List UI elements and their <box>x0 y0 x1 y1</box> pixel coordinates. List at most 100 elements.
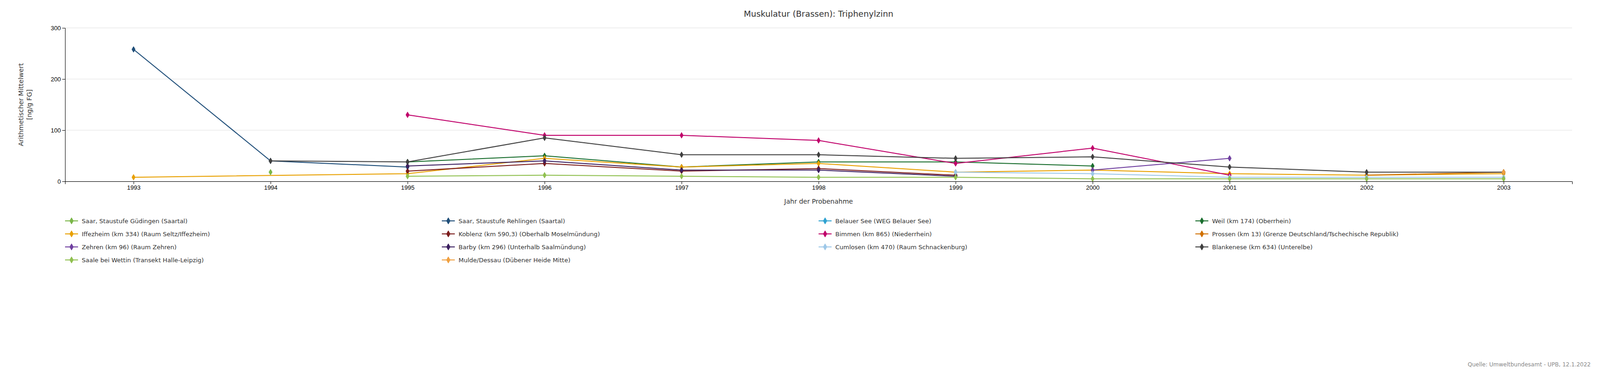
legend-item: Weil (km 174) (Oberrhein) <box>1195 217 1292 225</box>
legend-label: Barby (km 296) (Unterhalb Saalmündung) <box>458 243 586 251</box>
legend-swatch-marker <box>823 243 827 250</box>
legend-swatch-marker <box>823 217 827 224</box>
series <box>131 46 410 170</box>
point <box>131 46 136 53</box>
legend-label: Mulde/Dessau (Dübener Heide Mitte) <box>458 256 571 264</box>
legend-swatch-marker <box>446 230 451 237</box>
legend: Saar, Staustufe Güdingen (Saartal) Saar, … <box>65 217 1399 264</box>
series <box>406 152 1095 171</box>
x-tick-label: 1994 <box>263 183 278 191</box>
point <box>543 172 547 178</box>
point <box>1501 169 1506 175</box>
legend-item: Barby (km 296) (Unterhalb Saalmündung) <box>441 243 586 251</box>
x-tick-mark <box>1229 181 1231 184</box>
series-line <box>270 137 1504 173</box>
series <box>268 169 273 175</box>
legend-item: Zehren (km 96) (Raum Zehren) <box>65 243 177 251</box>
legend-item: Saar, Staustufe Rehlingen (Saartal) <box>441 217 565 225</box>
legend-item: Cumlosen (km 470) (Raum Schnackenburg) <box>818 243 968 251</box>
legend-label: Saale bei Wettin (Transekt Halle-Leipzig… <box>81 256 204 264</box>
x-tick-label: 1993 <box>126 183 141 191</box>
legend-item: Prossen (km 13) (Grenze Deutschland/Tsch… <box>1195 230 1399 238</box>
y-tick: 100 <box>50 126 66 134</box>
legend-swatch-marker <box>446 217 451 224</box>
x-tick: 1999 <box>949 181 963 191</box>
annotation: Quelle: Umweltbundesamt - UPB, 12.1.2022 <box>1467 360 1591 368</box>
point <box>816 137 820 144</box>
y-axis: 0 100 200 300 <box>50 24 66 185</box>
legend-item: Koblenz (km 590,3) (Oberhalb Moselmündun… <box>441 230 600 238</box>
y-tick-mark <box>62 78 66 80</box>
point <box>543 157 547 164</box>
legend-item: Saale bei Wettin (Transekt Halle-Leipzig… <box>65 256 204 264</box>
grid-line-y <box>65 130 1573 131</box>
y-axis-title-line: [ng/g FG] <box>25 89 33 120</box>
x-tick: 1995 <box>400 181 415 191</box>
legend-label: Cumlosen (km 470) (Raum Schnackenburg) <box>835 243 968 251</box>
y-tick-label: 200 <box>50 75 61 83</box>
y-tick: 300 <box>50 24 66 32</box>
legend-label: Saar, Staustufe Rehlingen (Saartal) <box>458 217 565 225</box>
point <box>406 111 410 118</box>
y-tick-label: 300 <box>50 24 61 32</box>
x-axis: 1993199419951996199719981999200020012002… <box>65 181 1573 191</box>
legend-swatch-marker <box>69 256 74 263</box>
x-tick-label: 1997 <box>675 183 689 191</box>
point <box>1090 175 1095 182</box>
point <box>816 167 820 173</box>
x-axis-title: Jahr der Probenahme <box>783 197 853 205</box>
point <box>1501 169 1506 175</box>
series-line <box>1092 158 1230 171</box>
series <box>406 111 1232 178</box>
x-tick-label: 2002 <box>1360 183 1374 191</box>
point <box>268 169 273 175</box>
x-tick-label: 2003 <box>1497 183 1511 191</box>
series <box>406 172 1506 182</box>
point <box>679 167 683 173</box>
x-tick-mark <box>955 181 957 184</box>
point <box>1090 144 1095 151</box>
legend-label: Prossen (km 13) (Grenze Deutschland/Tsch… <box>1212 230 1399 238</box>
x-tick-label: 2000 <box>1086 183 1100 191</box>
x-tick-mark <box>133 181 134 184</box>
x-tick: 1997 <box>675 181 689 191</box>
x-tick-label: 1996 <box>537 183 552 191</box>
point <box>1227 175 1232 182</box>
grid <box>65 27 1573 182</box>
point <box>406 158 410 165</box>
legend-label: Weil (km 174) (Oberrhein) <box>1212 217 1292 225</box>
x-tick: 1994 <box>263 181 278 191</box>
x-tick-mark <box>1503 181 1505 184</box>
legend-item: Mulde/Dessau (Dübener Heide Mitte) <box>441 256 571 264</box>
grid-line-y <box>65 27 1573 29</box>
chart: 1993199419951996199719981999200020012002… <box>0 0 1600 372</box>
point <box>816 151 820 158</box>
point <box>679 132 683 138</box>
legend-label: Belauer See (WEG Belauer See) <box>835 217 932 225</box>
point <box>1501 169 1506 175</box>
x-tick: 2002 <box>1360 181 1374 191</box>
legend-label: Zehren (km 96) (Raum Zehren) <box>81 243 177 251</box>
y-tick-mark <box>62 27 66 29</box>
point <box>1364 175 1369 182</box>
point <box>1227 155 1232 161</box>
y-tick-label: 100 <box>50 126 61 134</box>
grid-line-y <box>65 78 1573 80</box>
legend-label: Koblenz (km 590,3) (Oberhalb Moselmündun… <box>458 230 600 238</box>
series <box>268 134 1506 175</box>
x-tick-mark <box>681 181 682 184</box>
y-tick: 0 <box>57 177 66 185</box>
y-tick: 200 <box>50 75 66 83</box>
point <box>131 174 136 180</box>
x-tick: 1998 <box>812 181 826 191</box>
y-axis-title-line: Arithmetischer Mittelwert <box>17 62 25 146</box>
y-axis-line <box>62 28 66 182</box>
x-tick-label: 1998 <box>812 183 826 191</box>
point <box>1364 169 1369 175</box>
legend-item: Saar, Staustufe Güdingen (Saartal) <box>65 217 188 225</box>
x-tick: 1993 <box>126 181 141 191</box>
x-axis-line <box>65 181 1573 185</box>
x-tick-label: 1995 <box>400 183 415 191</box>
x-tick-mark <box>407 181 408 184</box>
series <box>1364 169 1506 178</box>
